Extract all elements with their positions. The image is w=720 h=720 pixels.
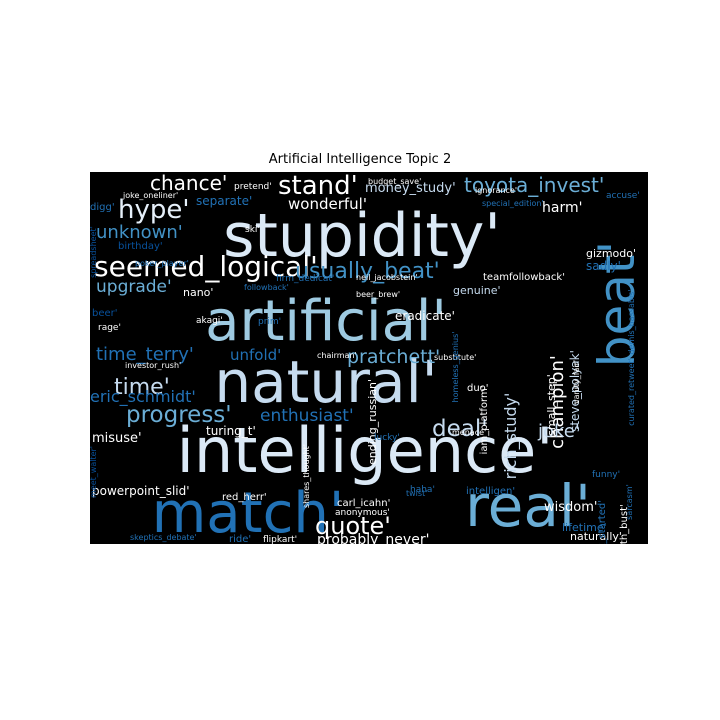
word-prim: prim' <box>258 317 281 327</box>
word-spreadsheet: spreadsheet' <box>90 226 98 278</box>
word-curated-retweet: curated_retweet' <box>627 358 636 426</box>
word-wisdom: wisdom' <box>544 500 597 515</box>
word-cloud-canvas: intelligence'stupidity'artificial'natura… <box>90 172 648 544</box>
word-homeless-genius: homeless_genius' <box>451 332 460 403</box>
word-rich-study: rich_study' <box>501 393 521 480</box>
word-flipkart: flipkart' <box>263 535 297 544</box>
word-special-edition: special_edition' <box>482 199 544 208</box>
word-usually-beat: usually_beat' <box>295 259 440 284</box>
word-eradicate: eradicate' <box>395 309 455 323</box>
word-akagi: akagi' <box>196 316 223 326</box>
word-chance: chance' <box>150 172 227 195</box>
word-neil-jacobstein: neil_jacobstein' <box>356 273 418 282</box>
word-myth-bust: myth_bust' <box>619 504 630 544</box>
word-unknown: unknown' <box>96 222 183 243</box>
word-rage: rage' <box>98 323 121 333</box>
word-real: real' <box>465 472 591 540</box>
word-twist: twist' <box>406 489 427 498</box>
word-joke-oneliner: joke_oneliner' <box>122 191 178 200</box>
word-small-step: small_step' <box>545 374 558 436</box>
word-meet-walter: meet_walter' <box>90 446 98 498</box>
word-stand: stand' <box>278 172 358 201</box>
word-money-study: money_study' <box>365 181 456 196</box>
word-menace: menace' <box>452 428 486 437</box>
word-pratchett: pratchett' <box>347 346 440 368</box>
word-poker-player: poker_player' <box>135 259 189 268</box>
word-nano: nano' <box>183 286 213 299</box>
word-hype: hype' <box>118 195 190 225</box>
word-upgrade: upgrade' <box>96 277 172 297</box>
word-red-herr: red_herr' <box>222 492 267 503</box>
word-lucky: lucky' <box>374 433 400 443</box>
chart-title: Artificial Intelligence Topic 2 <box>268 152 452 167</box>
word-teamfollowback: teamfollowback' <box>483 272 565 283</box>
word-progress: progress' <box>126 402 232 428</box>
word-anonymous: anonymous' <box>335 508 390 518</box>
word-naturally: naturally' <box>570 530 622 543</box>
word-eric-schmidt: eric_schmidt' <box>90 387 196 407</box>
word-toyota-invest: toyota_invest' <box>464 173 604 197</box>
word-substitute: substitute' <box>434 353 476 362</box>
word-duo: duo' <box>467 383 489 394</box>
word-powerpoint-slid: powerpoint_slid' <box>92 484 190 498</box>
word-intelligen: intelligen' <box>466 486 515 497</box>
word-get-started: get_started' <box>597 500 608 544</box>
word-artificial: artificial' <box>205 289 447 354</box>
word-intelligence: intelligence' <box>177 414 554 487</box>
word-genuine: genuine' <box>453 284 501 297</box>
word-separate: separate' <box>196 194 252 208</box>
word-stupidity: stupidity' <box>223 201 501 271</box>
word-champion: champion' <box>547 355 568 449</box>
word-sarcasm: sarcasm' <box>625 484 634 520</box>
word-birthday: birthday' <box>118 241 163 252</box>
word-misuse: misuse' <box>92 431 142 446</box>
word-ending-russian: ending_russian' <box>366 379 379 465</box>
word-beer: beer' <box>92 308 118 319</box>
word-accuse: accuse' <box>606 191 640 201</box>
word-firm-dedicat: firm_dedicat' <box>276 274 334 284</box>
word-natural: natural' <box>214 348 437 416</box>
word-steve-polyak: steve_polyak' <box>568 350 582 432</box>
word-vanity-fair: vanity_fair' <box>572 360 581 404</box>
word-beer-brew: beer_brew' <box>356 290 400 299</box>
word-chairman: chairman' <box>317 351 357 360</box>
word-enthusiast: enthusiast' <box>260 406 354 426</box>
word-investor-rush: investor_rush' <box>125 361 181 370</box>
word-lifetime: lifetime' <box>562 521 607 534</box>
word-demis-hassabis: demis_hassabis' <box>627 289 636 354</box>
word-budget-save: budget_save' <box>368 177 421 186</box>
word-quote: quote' <box>315 512 391 540</box>
word-funny: funny' <box>592 470 620 480</box>
word-cloud-background <box>90 172 648 544</box>
word-haha: haha' <box>410 485 435 495</box>
word-time-terry: time_terry' <box>96 344 194 365</box>
word-shares-thought: shares_thought' <box>302 444 311 508</box>
word-carl-icahn: carl_icahn' <box>337 498 390 509</box>
word-joke: joke' <box>537 421 580 442</box>
word-digg: digg' <box>90 202 115 213</box>
word-sadly: sadly' <box>586 259 621 273</box>
word-ski: ski' <box>245 225 260 235</box>
word-iam-platform: iam_platform' <box>479 386 490 455</box>
word-probably-never: probably_never' <box>317 532 429 544</box>
word-match: match' <box>152 481 345 544</box>
word-cloud: intelligence' stupidity' artificial' natura… <box>90 172 648 544</box>
word-deal: deal' <box>432 416 488 442</box>
word-harm: harm' <box>542 200 582 216</box>
word-time: time' <box>114 375 170 400</box>
word-turing-t: turing_t' <box>206 424 256 438</box>
word-beat: beat' <box>588 241 646 368</box>
word-followback: followback' <box>244 283 289 292</box>
word-ignorance: ignorance' <box>475 186 517 195</box>
word-wonderful: wonderful' <box>288 195 367 213</box>
word-ride: ride' <box>229 534 251 544</box>
word-skeptics-debate: skeptics_debate' <box>130 533 197 542</box>
word-unfold: unfold' <box>230 346 281 364</box>
word-pretend: pretend' <box>234 182 272 192</box>
word-seemed-logical: seemed_logical' <box>94 250 318 283</box>
word-gizmodo: gizmodo' <box>586 247 636 260</box>
